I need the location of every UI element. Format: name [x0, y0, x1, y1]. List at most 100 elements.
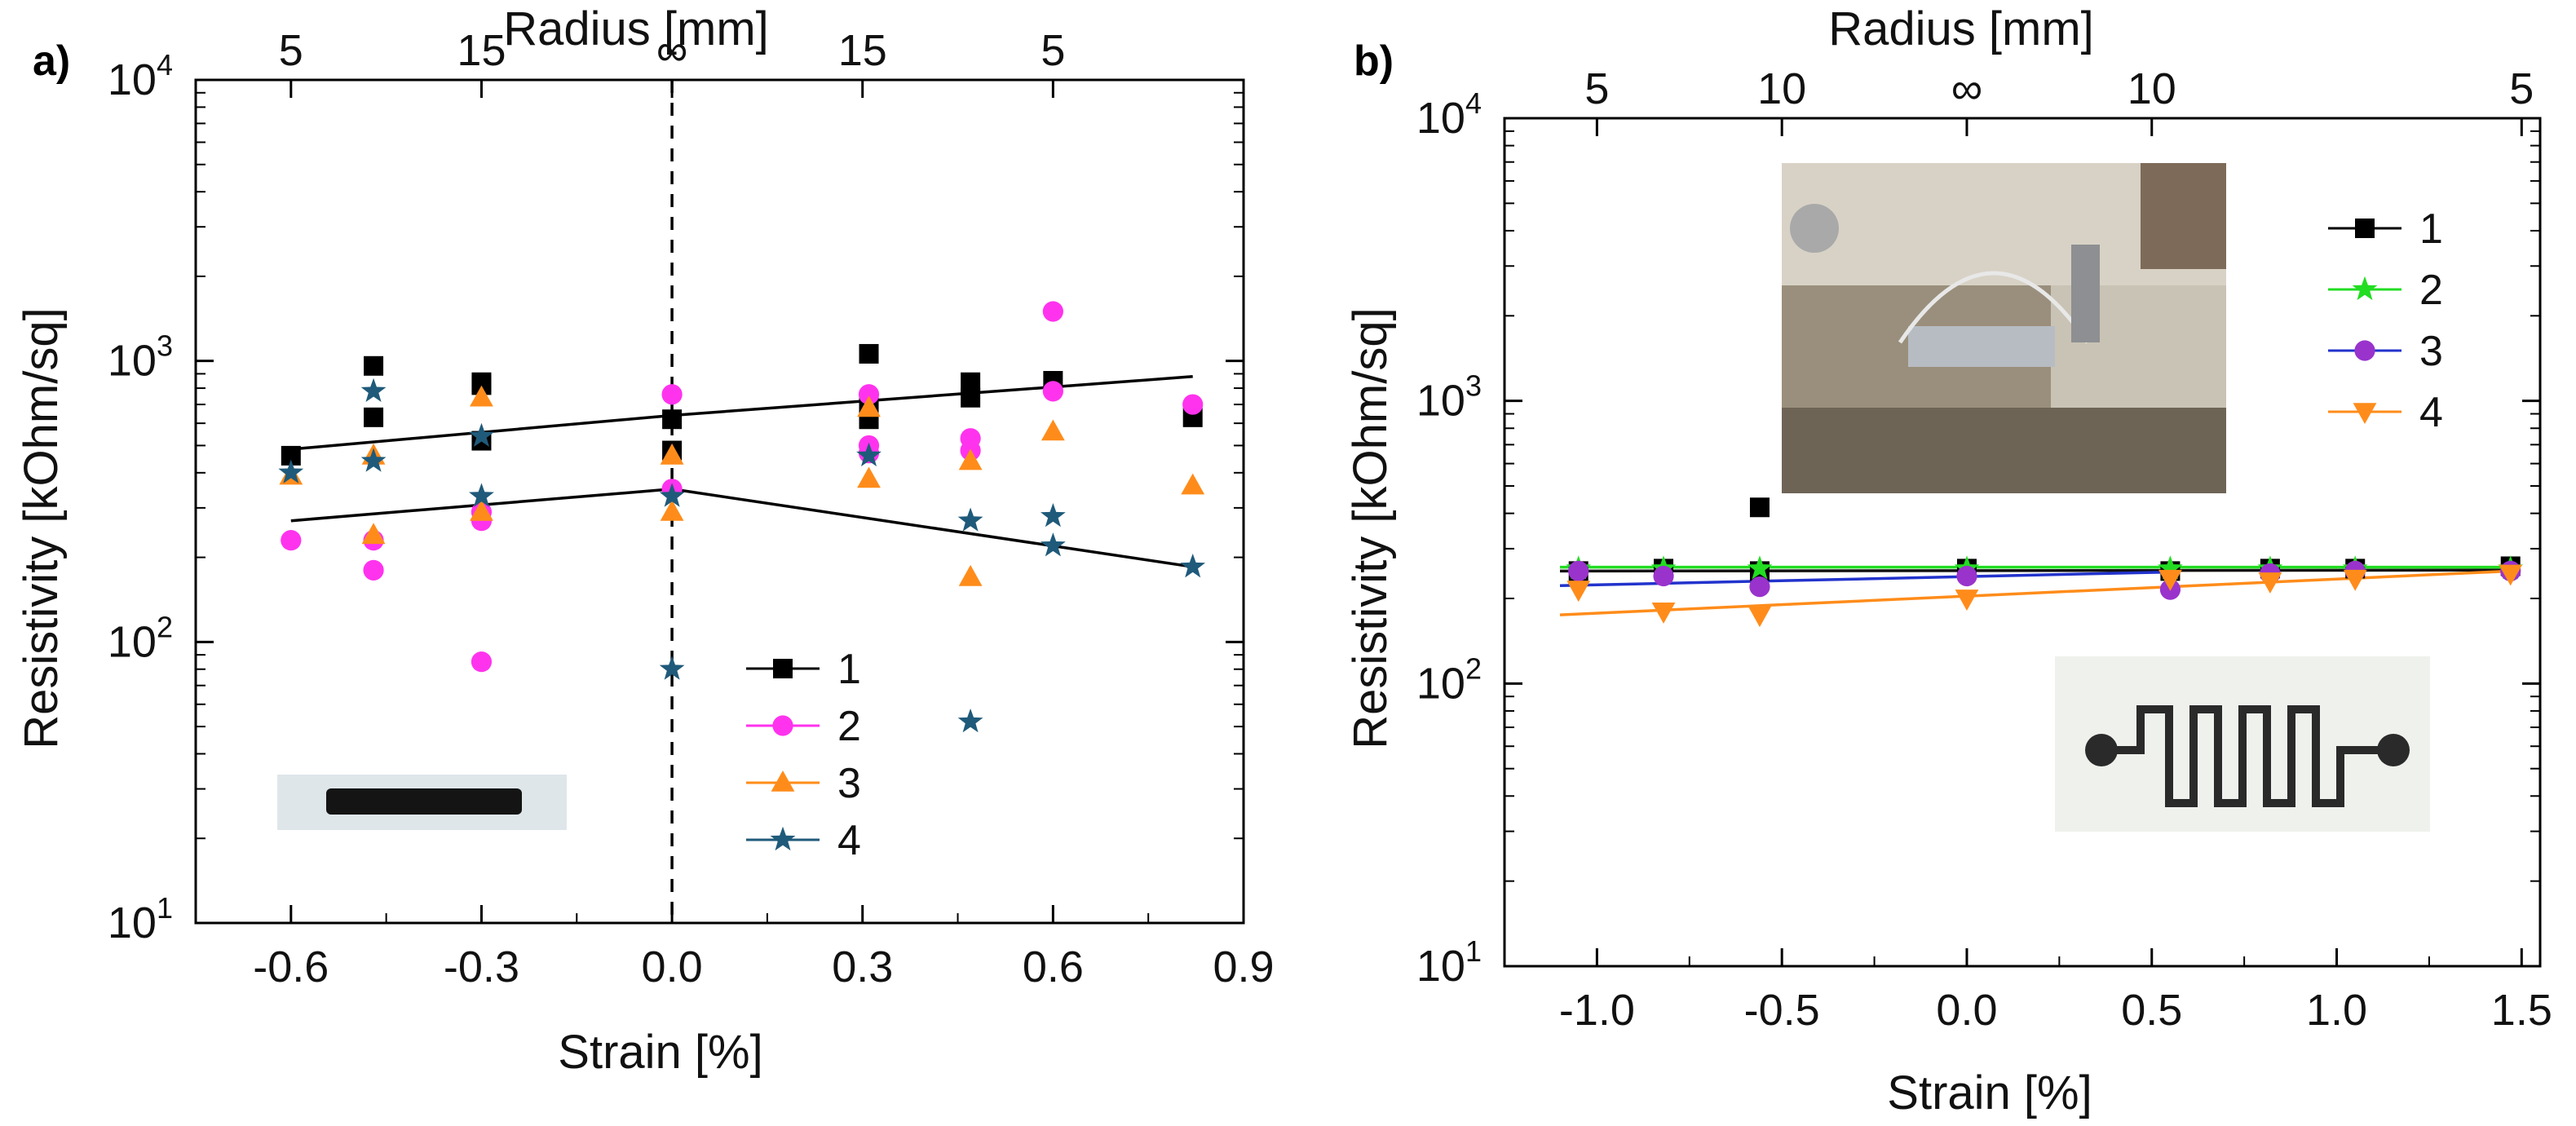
- panel-a-series-3-point: [470, 385, 493, 407]
- panel-b-series-3-point: [1653, 565, 1674, 587]
- panel-b-series-4: [1566, 564, 2523, 628]
- panel-a-x-tick-label: 0.9: [1213, 943, 1274, 991]
- panel-a-y-tick-label: 102: [108, 610, 173, 666]
- panel-a-legend-label-3: 3: [837, 760, 861, 807]
- panel-b-series-4-point: [1651, 603, 1676, 624]
- panel-a-top-tick-label: 15: [838, 26, 887, 75]
- panel-b-x-tick-label: 0.0: [1936, 986, 1997, 1035]
- panel-a-series-4-point: [469, 483, 494, 507]
- panel-a-legend-item-1: 1: [746, 646, 861, 693]
- panel-b: b) Radius [mm] 5 10 ∞ 10 5 Resistivity [kOhm…: [1344, 2, 2552, 1119]
- panel-b-axes: [1503, 117, 2542, 968]
- panel-a-data-points: [278, 301, 1206, 733]
- panel-a-series-3-point: [958, 448, 983, 470]
- panel-b-x-tick-labels: -1.0 -0.5 0.0 0.5 1.0 1.5: [1559, 986, 2552, 1035]
- panel-a-fit-lines: [290, 375, 1193, 568]
- panel-a-series-4-point: [360, 378, 387, 402]
- panel-a-x-tick-label: 0.6: [1023, 943, 1084, 991]
- panel-a-series-1-point: [364, 407, 384, 427]
- panel-a-x-tick-label: -0.3: [444, 943, 519, 991]
- panel-a-legend-label-4: 4: [837, 817, 861, 864]
- panel-a-series-1-point: [364, 355, 384, 376]
- panel-a-series-1-point: [859, 343, 879, 364]
- panel-b-top-tick-label: ∞: [1951, 64, 1983, 113]
- panel-a-top-axis-title: Radius [mm]: [503, 2, 769, 55]
- panel-b-x-tick-label: 1.5: [2491, 986, 2552, 1035]
- panel-b-x-tick-label: 1.0: [2306, 986, 2367, 1035]
- panel-a-legend-marker-2: [772, 715, 793, 736]
- panel-a-series-2-point: [363, 559, 384, 581]
- panel-a-series-4-point: [1041, 532, 1066, 557]
- panel-a-legend-item-4: 4: [746, 817, 861, 864]
- panel-a-top-tick-label: 15: [457, 26, 506, 75]
- panel-b-series-4-point: [2158, 569, 2182, 591]
- panel-a-series-4: [278, 378, 1206, 733]
- panel-a-legend-label-2: 2: [837, 703, 861, 750]
- panel-b-legend-label-1: 1: [2419, 205, 2443, 253]
- panel-a-top-tick-labels: 5 15 ∞ 15 5: [279, 26, 1066, 75]
- panel-b-legend-item-4: 4: [2328, 389, 2443, 436]
- panel-a-series-3-point: [857, 395, 881, 417]
- panel-b-y-tick-labels: 101 102 103 104: [1416, 86, 1482, 991]
- panel-b-x-tick-label: 0.5: [2121, 986, 2182, 1035]
- panel-a-y-axis-title: Resistivity [kOhm/sq]: [15, 307, 68, 748]
- panel-a-x-axis-title: Strain [%]: [558, 1026, 762, 1079]
- panel-a-x-tick-label: -0.6: [253, 943, 329, 991]
- panel-a-y-tick-label: 103: [108, 329, 173, 386]
- panel-b-y-tick-label: 102: [1416, 651, 1482, 708]
- panel-b-series-4-point: [1748, 606, 1772, 628]
- panel-b-series-4-point: [2258, 572, 2282, 594]
- panel-a-legend-label-1: 1: [837, 646, 861, 693]
- panel-b-legend-marker-3: [2354, 340, 2375, 361]
- panel-a-inset-strip-photo: [277, 775, 567, 830]
- panel-a: a) Radius [mm] 5 15 ∞ 15 5 Resistivity [kOhm…: [15, 2, 1275, 1079]
- panel-a-series-1-point: [961, 387, 981, 408]
- panel-a-series-3-point: [660, 443, 684, 465]
- panel-a-series-4-point: [659, 656, 685, 680]
- panel-a-top-tick-label: 5: [279, 26, 303, 75]
- panel-b-series-4-point: [1566, 581, 1591, 603]
- panel-a-legend-marker-4: [770, 826, 796, 851]
- panel-b-series-4-point: [2499, 564, 2523, 586]
- panel-b-legend-item-3: 3: [2328, 328, 2443, 375]
- panel-b-data-points: [1566, 497, 2524, 628]
- panel-a-series-4-point: [659, 483, 685, 507]
- panel-a-series-4-point: [278, 459, 304, 484]
- panel-b-fit-lines: [1559, 565, 2511, 616]
- panel-a-y-tick-labels: 101 102 103 104: [108, 48, 173, 947]
- panel-b-y-axis-title: Resistivity [kOhm/sq]: [1344, 307, 1397, 748]
- panel-a-series-3-point: [1041, 419, 1065, 441]
- panel-a-legend-marker-3: [771, 771, 795, 792]
- panel-a-fit-line-2: [290, 488, 1193, 568]
- panel-b-series-3-point: [1568, 560, 1589, 581]
- panel-a-series-3-point: [361, 523, 386, 545]
- panel-b-series-4-point: [1955, 589, 1979, 611]
- panel-a-series-4-point: [957, 709, 983, 733]
- panel-b-plot-frame: [1503, 117, 2542, 968]
- panel-a-series-2-point: [661, 384, 683, 405]
- panel-a-series-1-point: [662, 409, 683, 430]
- panel-b-label: b): [1354, 38, 1394, 85]
- panel-b-x-axis-title: Strain [%]: [1887, 1066, 2092, 1119]
- panel-a-series-2-point: [1182, 394, 1204, 415]
- panel-b-legend-item-1: 1: [2328, 205, 2443, 253]
- panel-b-legend-marker-2: [2352, 276, 2378, 301]
- panel-b-series-3-point: [1956, 565, 1977, 587]
- panel-a-series-4-point: [469, 422, 494, 447]
- panel-b-series-1-point: [1749, 497, 1770, 518]
- panel-b-inset-bending-photo: [1782, 163, 2226, 493]
- panel-b-fit-line-4: [1559, 569, 2511, 616]
- panel-b-legend-label-3: 3: [2419, 328, 2443, 375]
- panel-b-x-tick-label: -1.0: [1559, 986, 1635, 1035]
- panel-a-x-tick-labels: -0.6 -0.3 0.0 0.3 0.6 0.9: [253, 943, 1274, 991]
- panel-b-legend-item-2: 2: [2328, 267, 2443, 314]
- panel-b-legend-label-4: 4: [2419, 389, 2443, 436]
- panel-a-series-4-point: [360, 448, 387, 472]
- panel-b-top-tick-label: 5: [1584, 64, 1609, 113]
- panel-a-series-2-point: [858, 384, 880, 405]
- panel-a-legend-item-2: 2: [746, 703, 861, 750]
- panel-a-legend: 1 2 3 4: [746, 646, 861, 864]
- panel-a-series-1: [281, 343, 1203, 466]
- panel-b-fit-line-1: [1559, 568, 2511, 573]
